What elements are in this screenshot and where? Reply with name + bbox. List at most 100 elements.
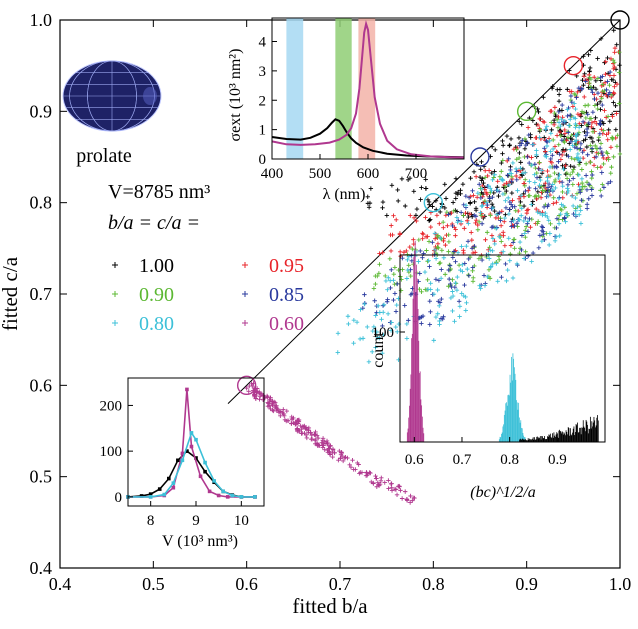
data-point-0.90 <box>533 165 538 171</box>
data-point-0.90 <box>523 235 528 240</box>
data-point-0.60 <box>270 398 275 404</box>
data-point-0.80 <box>543 210 548 216</box>
data-point-0.60 <box>302 430 307 436</box>
data-point-0.90 <box>497 174 503 179</box>
data-point-0.85 <box>510 240 516 245</box>
data-point-0.95 <box>485 173 490 179</box>
data-point-0.90 <box>514 147 519 152</box>
data-point-0.85 <box>514 221 520 226</box>
data-point-1.00 <box>411 189 417 194</box>
data-point-0.80 <box>535 209 540 215</box>
data-point-0.85 <box>525 221 530 226</box>
data-point-0.80 <box>545 214 550 220</box>
data-point-0.90 <box>417 286 422 292</box>
data-point-0.90 <box>436 245 441 251</box>
data-point-0.95 <box>570 104 576 109</box>
data-point-1.00 <box>365 201 371 206</box>
data-point-0.80 <box>459 244 464 249</box>
data-point-0.95 <box>420 231 426 237</box>
data-point-0.85 <box>600 74 605 79</box>
data-point-0.80 <box>494 212 500 217</box>
data-point-0.60 <box>315 442 320 447</box>
histogram-bar <box>574 435 576 442</box>
data-point-0.90 <box>581 110 587 116</box>
data-point-1.00 <box>597 99 603 105</box>
data-point-0.80 <box>431 292 437 297</box>
data-point-0.85 <box>430 240 435 245</box>
data-point-0.85 <box>585 152 590 157</box>
data-point-0.80 <box>546 218 551 223</box>
data-point-0.95 <box>611 73 617 78</box>
data-point-0.85 <box>519 247 524 253</box>
data-point-0.80 <box>335 331 341 336</box>
data-point-0.85 <box>523 215 528 221</box>
data-point-1.00 <box>550 84 555 89</box>
expected-circle-0.85 <box>470 147 490 167</box>
data-point-0.85 <box>590 172 595 178</box>
data-point-0.95 <box>612 45 618 51</box>
volume-point <box>157 487 162 491</box>
data-point-0.85 <box>499 275 504 280</box>
data-point-1.00 <box>595 56 600 61</box>
data-point-0.85 <box>578 146 583 151</box>
data-point-0.80 <box>576 125 582 130</box>
data-point-0.60 <box>253 396 258 401</box>
data-point-0.95 <box>510 223 515 228</box>
data-point-0.85 <box>446 212 451 217</box>
data-point-1.00 <box>368 186 374 191</box>
data-point-0.60 <box>336 458 341 463</box>
histogram-bar <box>423 433 425 442</box>
data-point-0.85 <box>523 188 528 194</box>
data-point-1.00 <box>366 205 372 210</box>
data-point-1.00 <box>473 207 479 213</box>
data-point-0.95 <box>473 220 478 226</box>
data-point-1.00 <box>568 135 573 141</box>
data-point-0.85 <box>574 95 579 100</box>
data-point-0.95 <box>407 244 412 250</box>
data-point-0.90 <box>574 191 580 196</box>
volume-distribution-curves <box>126 387 257 499</box>
data-point-0.60 <box>404 496 409 502</box>
legend-marker-0.90 <box>112 291 118 297</box>
data-point-0.95 <box>420 231 425 236</box>
data-point-0.80 <box>525 219 531 224</box>
volume-point <box>176 458 180 463</box>
data-point-0.90 <box>569 132 574 138</box>
data-point-0.80 <box>455 274 460 280</box>
data-point-0.85 <box>562 215 567 220</box>
histogram-bar <box>567 434 568 442</box>
data-point-0.80 <box>568 117 573 122</box>
data-point-0.90 <box>538 127 543 132</box>
data-point-0.85 <box>503 205 509 211</box>
data-point-0.85 <box>436 299 441 304</box>
data-point-0.80 <box>438 235 443 241</box>
data-point-1.00 <box>520 166 526 172</box>
histogram-y-tick-label: 100 <box>372 325 395 341</box>
volume-y-axis: 0 100 200 <box>100 398 133 506</box>
histogram-bar <box>549 435 551 442</box>
data-point-0.80 <box>494 226 499 231</box>
data-point-0.60 <box>298 423 303 429</box>
data-point-0.95 <box>394 217 399 223</box>
histogram-bar <box>568 428 570 442</box>
data-point-0.90 <box>500 158 505 163</box>
histogram-bar <box>409 388 411 442</box>
data-point-0.85 <box>571 211 576 217</box>
data-point-0.60 <box>315 435 321 441</box>
data-point-0.80 <box>393 324 398 330</box>
histogram-bar <box>407 428 409 442</box>
data-point-0.90 <box>579 187 585 192</box>
data-point-1.00 <box>465 211 471 216</box>
histogram-bar <box>509 374 511 442</box>
data-point-0.90 <box>600 182 605 187</box>
histogram-bar <box>590 428 592 442</box>
data-point-0.80 <box>480 203 485 208</box>
wavelength-band <box>286 18 304 159</box>
data-point-0.95 <box>529 155 534 160</box>
data-point-0.95 <box>437 221 442 226</box>
data-point-0.90 <box>583 161 589 166</box>
x-tick-label: 0.6 <box>235 574 258 594</box>
data-point-0.80 <box>548 131 554 136</box>
data-point-0.80 <box>492 241 497 247</box>
data-point-1.00 <box>492 147 498 153</box>
